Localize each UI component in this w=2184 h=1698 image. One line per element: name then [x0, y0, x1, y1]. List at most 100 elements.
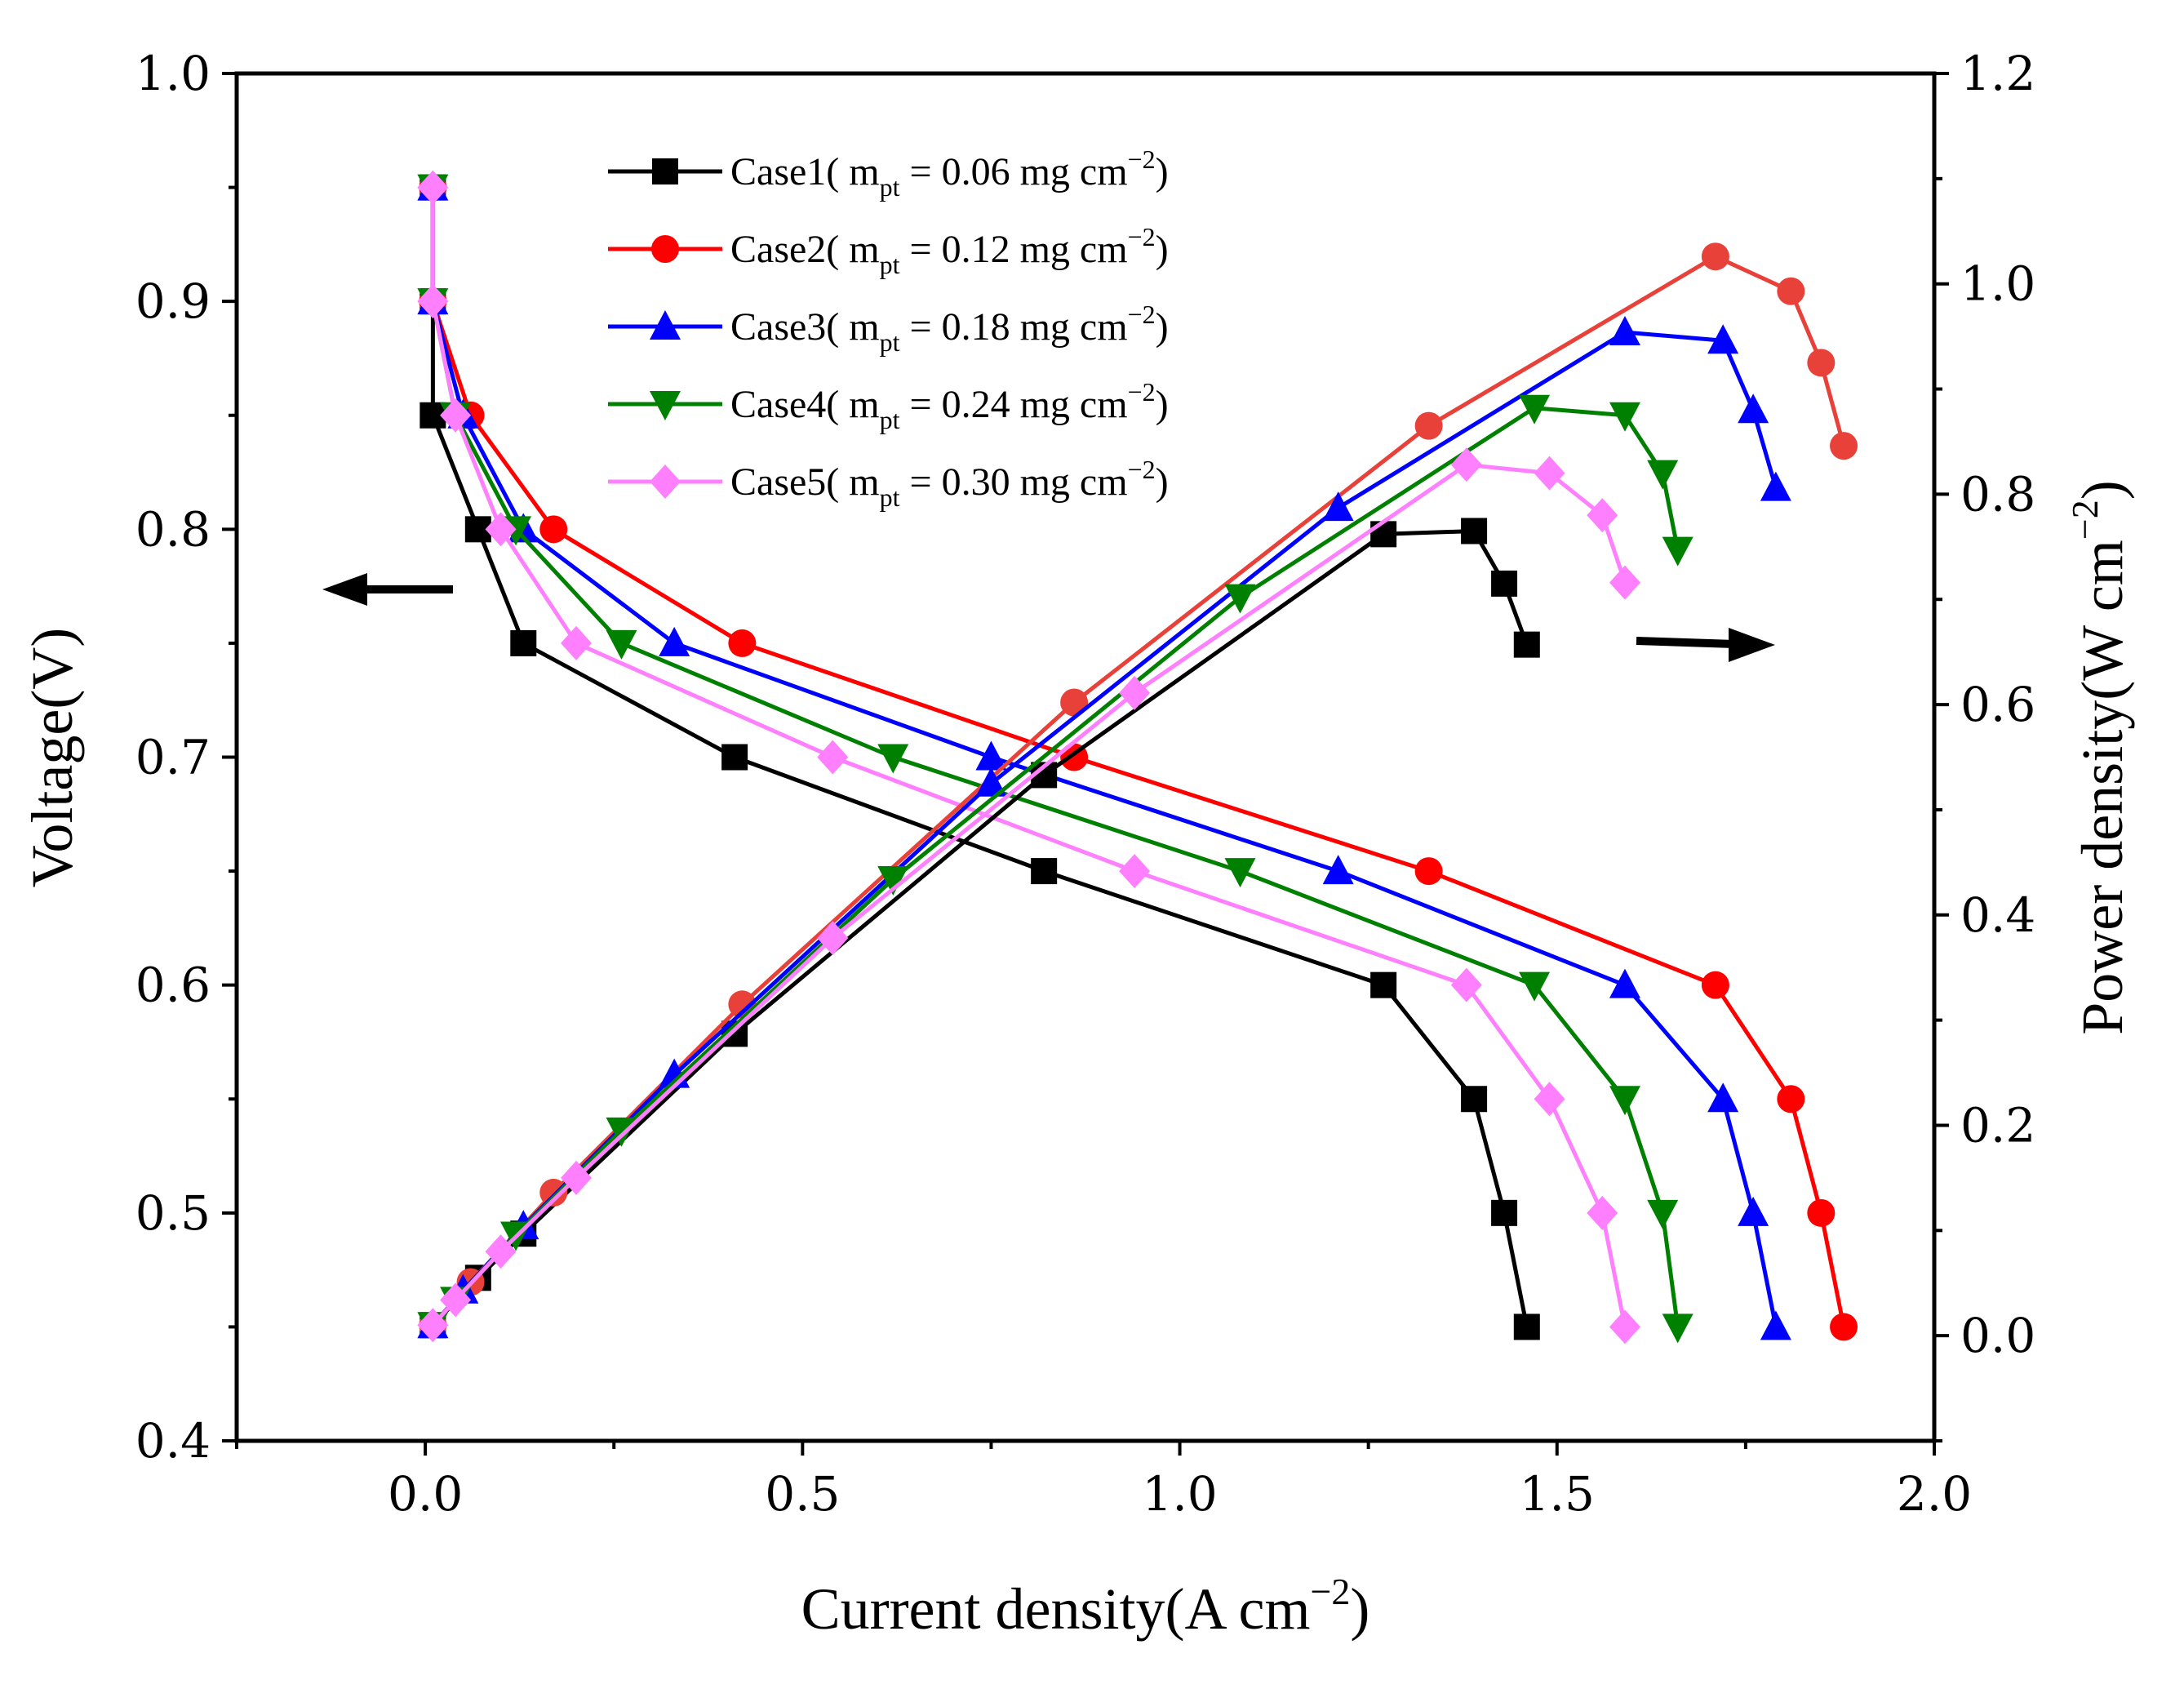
polarization-point: [975, 740, 1007, 771]
plot-frame: [234, 71, 1937, 1443]
polarization-point: [1322, 855, 1354, 885]
polarization-point: [510, 629, 537, 656]
legend-label: Case3( mpt = 0.18 mg cm−2): [730, 300, 1169, 357]
polarization-point: [1830, 1313, 1858, 1341]
polarization-point: [1414, 857, 1443, 886]
power-point: [539, 1178, 568, 1207]
legend-item-case3: Case3( mpt = 0.18 mg cm−2): [608, 300, 1169, 357]
legend-label: Case1( mpt = 0.06 mg cm−2): [730, 144, 1169, 202]
power-series-case5: [417, 447, 1640, 1343]
polarization-point: [877, 744, 909, 774]
legend-sub: pt: [880, 482, 900, 512]
power-point: [1647, 460, 1679, 490]
x-axis-title-main: Current density(A cm: [801, 1576, 1311, 1642]
polarization-point: [1491, 1199, 1518, 1226]
y-left-tick-label: 0.5: [135, 1185, 211, 1241]
y-axis-right-title-main: Power density(W cm: [2070, 540, 2135, 1035]
legend-prefix: Case3( m: [730, 305, 880, 349]
legend-sub: pt: [880, 172, 900, 202]
legend-sup: −2: [1128, 455, 1156, 484]
legend-label: Case2( mpt = 0.12 mg cm−2): [730, 222, 1169, 279]
y-left-tick-label: 0.6: [135, 958, 211, 1013]
polarization-point: [1450, 967, 1482, 1002]
legend-mid: = 0.18 mg cm: [900, 305, 1128, 349]
polarization-point: [1707, 1082, 1739, 1113]
y-left-tick-label: 0.4: [135, 1413, 211, 1469]
polarization-point: [1609, 1309, 1640, 1345]
legend-item-case4: Case4( mpt = 0.24 mg cm−2): [608, 377, 1169, 434]
polarization-point: [1534, 1082, 1565, 1117]
legend-marker: [650, 391, 681, 420]
legend-prefix: Case2( m: [730, 228, 880, 271]
x-tick-label: 1.0: [1142, 1466, 1217, 1522]
polarization-point: [659, 626, 690, 656]
power-point: [1461, 518, 1488, 545]
polarization-point: [1738, 1196, 1769, 1226]
legend-end: ): [1156, 305, 1169, 349]
power-point: [561, 1160, 592, 1195]
power-point: [417, 1308, 449, 1343]
power-point: [1534, 456, 1565, 491]
legend-end: ): [1156, 383, 1169, 426]
polarization-point: [1760, 1310, 1791, 1340]
right-axis-arrow: [1636, 628, 1775, 662]
y-left-tick-label: 0.8: [135, 501, 211, 557]
legend: Case1( mpt = 0.06 mg cm−2)Case2( mpt = 0…: [608, 144, 1169, 512]
polarization-series-case5: [417, 170, 1640, 1345]
legend-mid: = 0.30 mg cm: [900, 460, 1128, 504]
polarization-point: [728, 629, 757, 657]
legend-sub: pt: [880, 405, 900, 434]
polarization-point: [1519, 971, 1551, 1002]
y-right-tick-label: 1.0: [1960, 256, 2035, 312]
legend-label: Case4( mpt = 0.24 mg cm−2): [730, 377, 1169, 434]
legend-sup: −2: [1128, 300, 1156, 329]
legend-mid: = 0.24 mg cm: [900, 383, 1128, 426]
labels-layer: 0.0 0.5 1.0 1.5 2.0 0.4 0.5 0.6 0.7 0.8 0.9 1.0 0.0 0…: [135, 46, 2036, 1522]
polarization-point: [1609, 968, 1640, 998]
polarization-point: [485, 512, 517, 547]
polarization-point: [1609, 1086, 1640, 1116]
legend-sup: −2: [1128, 377, 1156, 407]
power-point: [1738, 393, 1769, 424]
x-tick-label: 2.0: [1897, 1466, 1972, 1522]
y-right-tick-label: 1.2: [1960, 46, 2035, 101]
power-point: [1609, 565, 1640, 600]
y-right-tick-label: 0.8: [1960, 466, 2035, 522]
legend-item-case1: Case1( mpt = 0.06 mg cm−2): [608, 144, 1169, 202]
power-point: [1060, 688, 1089, 717]
power-point: [606, 1117, 637, 1147]
y-axis-left-title: Voltage(V): [20, 628, 85, 888]
polarization-point: [417, 284, 449, 319]
legend-prefix: Case5( m: [730, 460, 880, 504]
x-axis-title: Current density(A cm−2): [801, 1571, 1370, 1642]
legend-item-case5: Case5( mpt = 0.30 mg cm−2): [608, 455, 1169, 512]
legend-item-case2: Case2( mpt = 0.12 mg cm−2): [608, 222, 1169, 279]
polarization-point: [1031, 858, 1058, 885]
power-point: [1760, 471, 1791, 501]
y-right-tick-label: 0.6: [1960, 677, 2035, 732]
power-point: [1587, 498, 1618, 533]
y-right-tick-label: 0.2: [1960, 1097, 2035, 1153]
power-point: [1609, 315, 1640, 345]
polarization-point: [1777, 1085, 1805, 1113]
power-point: [1370, 521, 1397, 548]
power-point: [1609, 402, 1640, 432]
power-point: [1119, 675, 1151, 710]
legend-end: ): [1156, 460, 1169, 504]
power-point: [1701, 242, 1729, 271]
power-point: [1662, 536, 1693, 567]
x-tick-label: 0.5: [765, 1466, 840, 1522]
power-point: [1807, 349, 1836, 377]
polarization-point: [1647, 1199, 1679, 1229]
power-point: [1224, 584, 1256, 614]
legend-label: Case5( mpt = 0.30 mg cm−2): [730, 455, 1169, 512]
legend-sup: −2: [1128, 222, 1156, 251]
polarization-point: [1461, 1086, 1488, 1113]
polarization-point: [1662, 1314, 1693, 1344]
power-point: [1491, 570, 1518, 597]
power-point: [485, 1234, 517, 1269]
legend-sub: pt: [880, 327, 900, 357]
polarization-point: [417, 170, 449, 205]
